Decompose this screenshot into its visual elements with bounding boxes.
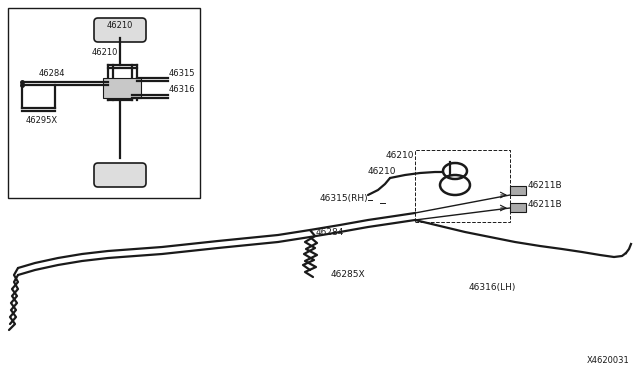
Bar [415,150,510,222]
Text: 46316(LH): 46316(LH) [468,283,516,292]
Text: 46295X: 46295X [26,115,58,125]
Bar [510,186,526,195]
Text: 46316: 46316 [169,84,196,93]
Bar [8,8,200,198]
Text: 46211B: 46211B [528,200,563,209]
Text: 46284: 46284 [39,68,65,77]
FancyBboxPatch shape [94,163,146,187]
Bar [103,78,141,98]
Text: 46315(RH): 46315(RH) [319,194,368,203]
Text: 46211B: 46211B [528,181,563,190]
Text: X4620031: X4620031 [588,356,630,365]
Text: 46210: 46210 [386,151,414,160]
Text: 46210: 46210 [368,167,396,176]
Text: 46285X: 46285X [331,270,365,279]
FancyBboxPatch shape [94,18,146,42]
Text: 46315: 46315 [169,68,195,77]
Text: 46210: 46210 [92,48,118,57]
Text: 46284: 46284 [316,228,344,237]
Text: 46210: 46210 [107,20,133,29]
Bar [510,203,526,212]
